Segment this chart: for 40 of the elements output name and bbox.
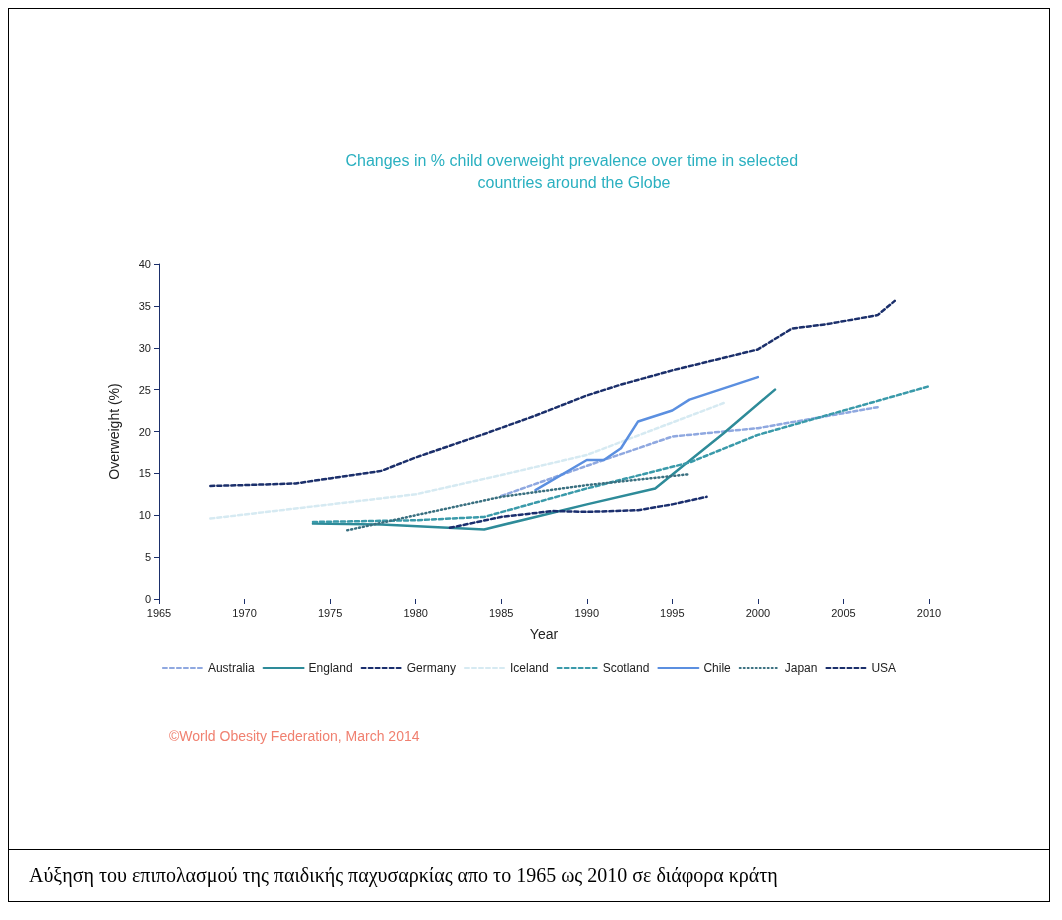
y-tick-label: 20 xyxy=(138,425,151,438)
x-tick-label: 1985 xyxy=(488,606,514,619)
x-tick-label: 1970 xyxy=(232,606,257,619)
text: ©World Obesity Federation, March 2014 xyxy=(169,728,420,744)
x-tick-label: 2010 xyxy=(916,606,942,619)
y-tick-label: 15 xyxy=(138,467,151,480)
legend-label: Japan xyxy=(784,661,818,675)
line-series xyxy=(534,375,760,492)
y-tick-label: 40 xyxy=(138,258,151,270)
legend-label: USA xyxy=(871,661,897,675)
legend-label: Scotland xyxy=(602,661,650,675)
line-series xyxy=(209,401,725,520)
y-axis-title: Overweight (%) xyxy=(106,383,122,480)
x-tick-label: 1995 xyxy=(660,606,685,619)
chart-title: Changes in % child overweight prevalence over time in selected countries around the Globe xyxy=(345,151,803,191)
x-tick-label: 2000 xyxy=(745,606,771,619)
line-series xyxy=(209,299,897,488)
x-tick-label: 2005 xyxy=(831,606,856,619)
line-series xyxy=(448,495,708,530)
legend-label: Chile xyxy=(703,661,732,675)
y-tick-label: 35 xyxy=(138,299,151,312)
legend-label: England xyxy=(308,661,353,675)
legend-label: Germany xyxy=(406,661,456,675)
legend-label: Australia xyxy=(207,661,255,675)
x-tick-label: 1975 xyxy=(317,606,343,619)
line-series xyxy=(499,405,879,498)
line-series xyxy=(311,385,931,524)
y-tick-label: 10 xyxy=(138,509,151,522)
x-tick-label: 1980 xyxy=(403,606,428,619)
y-tick-label: 25 xyxy=(138,383,151,396)
line-series xyxy=(311,388,777,531)
y-tick-label: 5 xyxy=(144,551,151,564)
text: Αύξηση του επιπολασμού της παιδικής παχυσαρκίας απο το 1965 ως 2010 σε διάφορα κράτη xyxy=(9,849,1049,901)
legend-label: Iceland xyxy=(509,661,549,675)
line-series xyxy=(345,472,691,532)
y-tick-label: 0 xyxy=(144,593,151,605)
x-tick-label: 1990 xyxy=(574,606,600,619)
x-tick-label: 1965 xyxy=(146,606,172,619)
x-axis-title: Year xyxy=(529,626,559,642)
y-tick-label: 30 xyxy=(138,341,151,354)
